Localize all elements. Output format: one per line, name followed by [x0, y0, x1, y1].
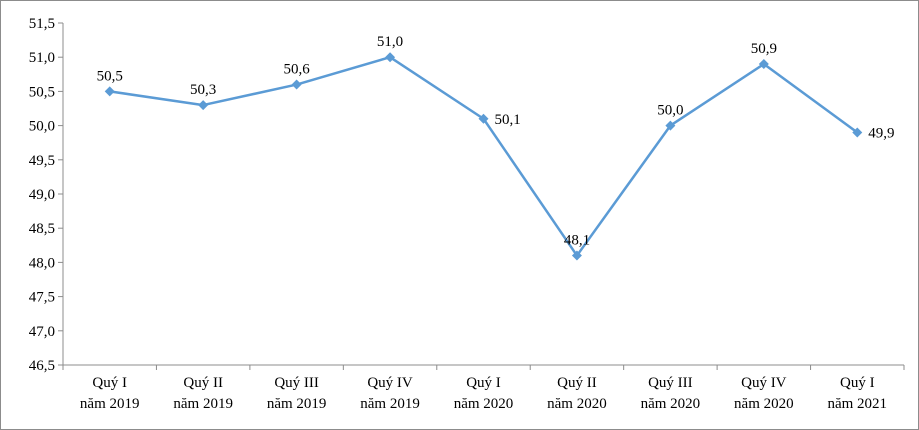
y-tick-label: 51,0 [29, 50, 55, 66]
data-label: 50,1 [495, 112, 521, 128]
series-markers [104, 52, 863, 261]
data-label: 50,0 [657, 103, 683, 119]
x-tick-label: Quý IV năm 2020 [734, 375, 794, 412]
y-tick-label: 50,0 [29, 119, 55, 135]
x-tick-label: Quý III năm 2020 [641, 375, 701, 412]
data-label: 49,9 [868, 125, 894, 141]
data-label: 50,5 [97, 68, 123, 84]
data-point-marker [571, 250, 582, 261]
data-label: 51,0 [377, 34, 403, 50]
data-label: 50,6 [283, 62, 310, 78]
x-tick-label: Quý IV năm 2019 [360, 375, 420, 412]
data-point-marker [291, 79, 302, 90]
x-tick-label: Quý II năm 2020 [547, 375, 607, 412]
y-tick-label: 49,0 [29, 187, 55, 203]
y-axis-ticks: 46,5 47,0 47,5 48,0 48,5 49,0 49,5 50,0 50,5 51,0… [29, 16, 63, 374]
y-tick-label: 46,5 [29, 358, 55, 374]
data-point-marker [852, 127, 863, 138]
data-labels: 50,5 50,3 50,6 51,0 50,1 48,1 50,0 50,9 49,9 [97, 34, 895, 248]
x-tick-label: Quý II năm 2019 [173, 375, 233, 412]
data-point-marker [104, 86, 115, 97]
data-label: 50,3 [190, 82, 216, 98]
series-line [109, 55, 859, 257]
y-tick-label: 47,5 [29, 290, 55, 306]
y-tick-label: 49,5 [29, 153, 55, 169]
data-label: 50,9 [751, 41, 777, 57]
x-tick-label: Quý III năm 2019 [267, 375, 327, 412]
data-point-marker [198, 100, 209, 111]
data-point-marker [665, 120, 676, 131]
y-tick-label: 50,5 [29, 84, 55, 100]
y-tick-label: 47,0 [29, 324, 55, 340]
data-point-marker [385, 52, 396, 63]
y-tick-label: 51,5 [29, 16, 55, 32]
data-point-marker [758, 59, 769, 70]
y-tick-label: 48,5 [29, 221, 55, 237]
data-point-marker [478, 113, 489, 124]
data-label: 48,1 [564, 233, 590, 249]
y-tick-label: 48,0 [29, 255, 55, 271]
